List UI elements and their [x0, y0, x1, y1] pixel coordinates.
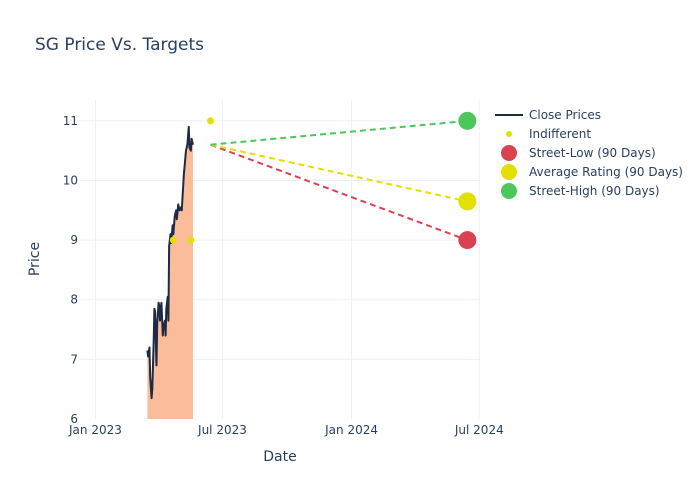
indifferent-marker [169, 236, 177, 244]
y-tick-label: 6 [70, 412, 78, 426]
target-line [210, 119, 468, 146]
close-price-area [147, 126, 193, 419]
legend-circle-symbol [501, 145, 517, 161]
y-tick-label: 9 [70, 233, 78, 247]
grid [80, 100, 480, 419]
x-tick-label: Jul 2024 [454, 423, 504, 437]
x-axis-title: Date [263, 449, 296, 465]
legend-label: Street-Low (90 Days) [529, 146, 656, 160]
target-line [210, 143, 468, 242]
y-tick-label: 7 [70, 352, 78, 366]
indifferent-marker [207, 117, 215, 125]
legend-circle-symbol [501, 183, 517, 199]
x-tick-label: Jul 2023 [197, 423, 247, 437]
legend-label: Street-High (90 Days) [529, 184, 660, 198]
target-line [210, 143, 468, 203]
legend-label: Close Prices [529, 108, 601, 122]
legend: Close Prices Indifferent Street-Low (90 Da… [495, 108, 683, 199]
legend-circle-symbol [501, 164, 517, 180]
y-axis-title: Price [27, 242, 43, 276]
legend-label: Average Rating (90 Days) [529, 165, 683, 179]
close-price-line [146, 125, 194, 400]
legend-dot-symbol [506, 131, 512, 137]
chart-title: SG Price Vs. Targets [35, 35, 204, 55]
y-tick-label: 11 [63, 114, 78, 128]
x-tick-label: Jan 2024 [324, 423, 378, 437]
target-marker [458, 111, 477, 130]
target-marker [458, 192, 477, 211]
x-axis-ticks: Jan 2023 Jul 2023 Jan 2024 Jul 2024 [68, 423, 504, 437]
plot-area [146, 111, 477, 419]
legend-label: Indifferent [529, 127, 591, 141]
y-tick-label: 8 [70, 293, 78, 307]
y-tick-label: 10 [63, 173, 78, 187]
y-axis-ticks: 6 7 8 9 10 11 [63, 114, 78, 426]
x-tick-label: Jan 2023 [68, 423, 122, 437]
target-marker [458, 231, 477, 250]
indifferent-marker [187, 236, 195, 244]
